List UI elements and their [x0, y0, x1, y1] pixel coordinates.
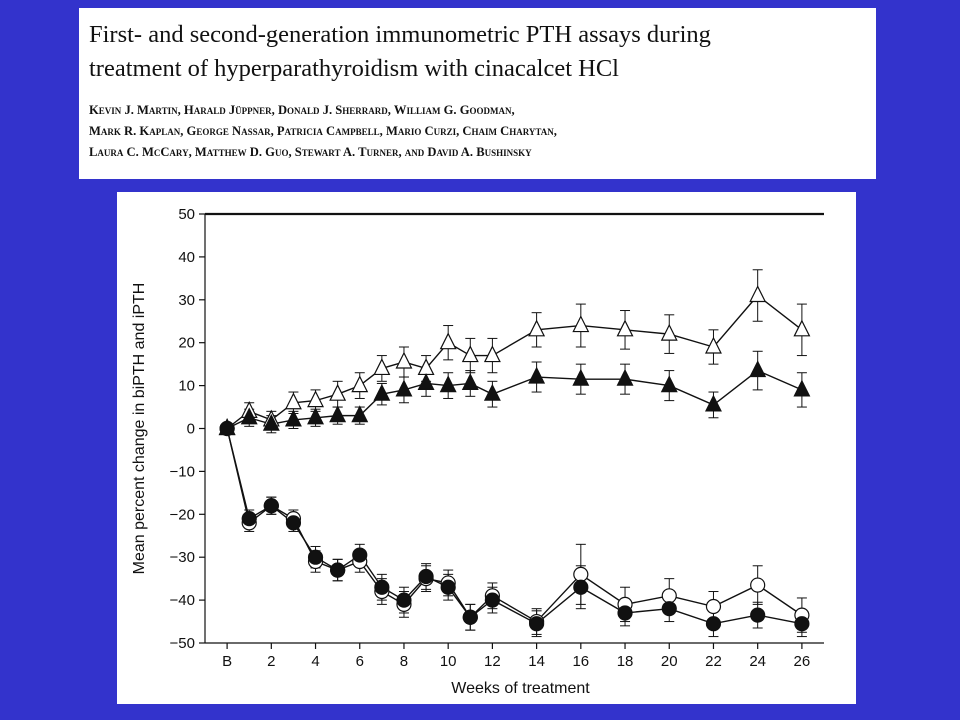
y-tick-label: 10 — [178, 378, 195, 395]
filled-circle-marker — [529, 616, 545, 632]
y-tick-label: 30 — [178, 292, 195, 309]
filled-triangle-marker — [284, 409, 302, 427]
filled-triangle-marker — [395, 379, 413, 397]
x-tick-label: 6 — [356, 653, 364, 670]
open-triangle-marker — [395, 351, 413, 369]
open-triangle-marker — [528, 319, 546, 337]
filled-triangle-marker — [528, 366, 546, 384]
filled-circle-marker — [330, 562, 346, 578]
filled-circle-marker — [705, 616, 722, 632]
open-triangle-marker — [483, 345, 501, 363]
filled-circle-marker — [374, 579, 390, 595]
filled-circle-marker — [307, 549, 324, 565]
open-triangle-marker — [660, 323, 678, 341]
x-tick-label: B — [222, 653, 232, 670]
open-triangle-marker — [793, 319, 811, 337]
filled-triangle-marker — [660, 375, 678, 393]
filled-circle-marker — [263, 498, 279, 514]
paper-header: First- and second-generation immunometri… — [79, 8, 876, 179]
x-tick-label: 18 — [617, 653, 634, 670]
filled-circle-marker — [396, 592, 412, 608]
x-tick-label: 4 — [311, 653, 319, 670]
authors-line-1: Kevin J. Martin, Harald Jüppner, Donald … — [89, 103, 515, 117]
open-circle-marker — [661, 588, 677, 604]
filled-circle-series-line — [226, 428, 803, 625]
open-circle-marker — [573, 566, 589, 582]
filled-circle-marker — [418, 568, 434, 585]
filled-circle-marker — [219, 420, 235, 437]
paper-title-line-1: First- and second-generation immunometri… — [89, 21, 711, 48]
filled-triangle-marker — [616, 368, 634, 386]
x-tick-label: 12 — [484, 653, 501, 670]
y-tick-label: −10 — [170, 463, 195, 480]
y-tick-label: 0 — [187, 421, 195, 438]
x-tick-label: 16 — [572, 653, 589, 670]
filled-triangle-marker — [483, 383, 501, 401]
paper-title-line-2: treatment of hyperparathyroidism with ci… — [89, 55, 619, 82]
filled-triangle-marker — [307, 407, 325, 425]
y-axis-title: Mean percent change in biPTH and iPTH — [131, 283, 148, 575]
filled-triangle-marker — [439, 375, 457, 393]
filled-circle-marker — [241, 510, 257, 527]
open-triangle-marker — [616, 319, 634, 337]
chart-panel: 50 40 30 20 10 0 −10 −20 −30 −40 −50 B 2 4 6 8 10 12 14 16 1… — [117, 192, 856, 704]
open-circle-marker — [705, 598, 722, 615]
open-triangle-marker — [307, 390, 325, 408]
x-tick-label: 24 — [749, 653, 766, 670]
open-triangle-marker — [439, 332, 457, 350]
filled-triangle-marker — [351, 405, 369, 423]
filled-triangle-marker — [373, 383, 391, 401]
filled-circle-marker — [352, 547, 368, 563]
x-tick-label: 22 — [705, 653, 722, 670]
x-tick-label: 20 — [661, 653, 678, 670]
filled-circle-marker — [440, 579, 456, 595]
filled-circle-marker — [484, 592, 500, 608]
open-triangle-marker — [461, 345, 479, 363]
open-triangle-marker — [704, 336, 722, 354]
y-tick-label: −50 — [170, 635, 195, 652]
author-list: Kevin J. Martin, Harald Jüppner, Donald … — [89, 100, 866, 163]
filled-triangle-marker — [240, 407, 258, 425]
y-tick-label: 50 — [178, 206, 195, 223]
open-triangle-marker — [572, 315, 590, 333]
open-circle-series-line — [226, 428, 803, 623]
x-tick-label: 14 — [528, 653, 545, 670]
filled-circle-marker — [617, 605, 633, 621]
filled-triangle-marker — [417, 373, 435, 391]
filled-triangle-marker — [793, 379, 811, 397]
x-tick-label: 26 — [794, 653, 811, 670]
x-axis-title: Weeks of treatment — [451, 680, 590, 697]
filled-triangle-marker — [461, 373, 479, 391]
filled-circle-marker — [661, 601, 677, 617]
filled-triangle-marker — [329, 405, 347, 423]
y-tick-label: −20 — [170, 506, 195, 523]
filled-triangle-marker — [572, 368, 590, 386]
x-tick-label: 8 — [400, 653, 408, 670]
y-tick-label: 40 — [178, 249, 195, 266]
x-tick-label: 10 — [440, 653, 457, 670]
y-tick-label: −30 — [170, 549, 195, 566]
authors-line-2: Mark R. Kaplan, George Nassar, Patricia … — [89, 124, 557, 138]
open-triangle-marker — [284, 392, 302, 410]
authors-line-3: Laura C. McCary, Matthew D. Guo, Stewart… — [89, 145, 532, 159]
filled-circle-marker — [285, 515, 302, 531]
open-triangle-marker — [749, 285, 767, 303]
filled-triangle-marker — [262, 413, 280, 431]
filled-circle-marker — [794, 616, 810, 632]
filled-triangle-marker — [704, 394, 722, 412]
open-triangle-marker — [373, 358, 391, 376]
filled-circle-marker — [573, 579, 589, 595]
x-tick-label: 2 — [267, 653, 275, 670]
filled-triangle-marker — [749, 360, 767, 378]
filled-circle-marker — [462, 609, 478, 625]
y-tick-label: 20 — [178, 335, 195, 352]
open-circle-marker — [750, 577, 766, 593]
filled-circle-marker — [750, 607, 766, 623]
y-tick-label: −40 — [170, 592, 195, 609]
open-triangle-marker — [329, 383, 347, 401]
open-triangle-marker — [351, 375, 369, 393]
